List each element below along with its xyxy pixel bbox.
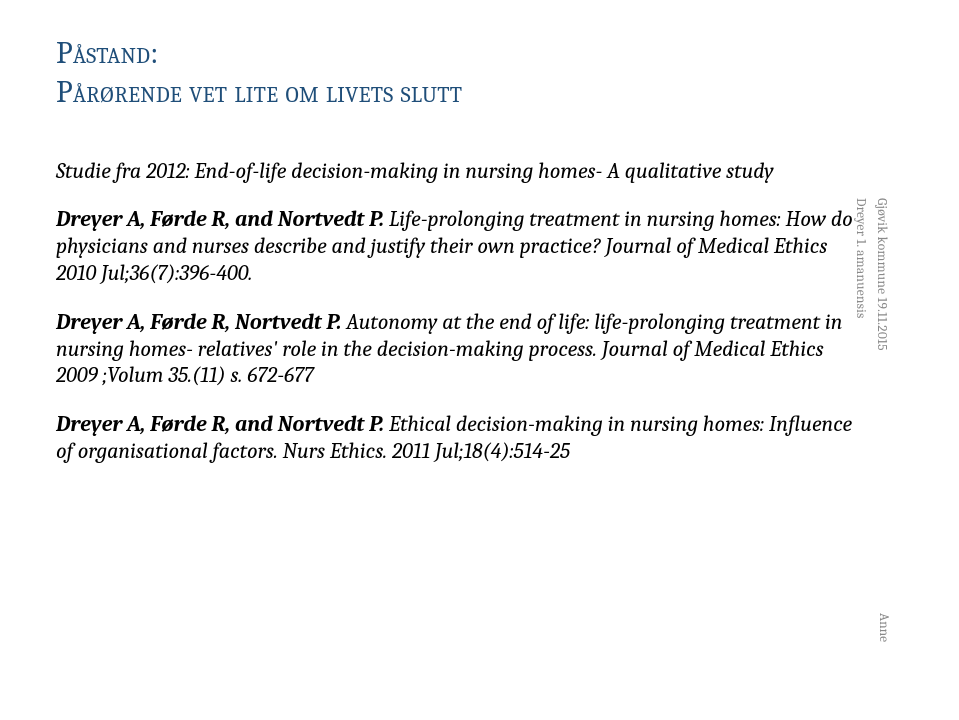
sidebar-footer: Anne bbox=[876, 613, 891, 642]
body-content: Studie fra 2012: End-of-life decision-ma… bbox=[56, 158, 868, 465]
title-line-1: Påstand: bbox=[56, 34, 903, 73]
ref-1-authors: Dreyer A, Førde R, and Nortvedt P. bbox=[56, 206, 384, 232]
title-text-1: Påstand: bbox=[56, 35, 159, 71]
slide: Påstand: Pårørende vet lite om livets sl… bbox=[0, 0, 959, 720]
reference-1: Dreyer A, Førde R, and Nortvedt P. Life-… bbox=[56, 206, 868, 286]
intro-block: Studie fra 2012: End-of-life decision-ma… bbox=[56, 158, 868, 185]
sidebar-line-2: Dreyer 1. amanuensis bbox=[849, 198, 870, 351]
ref-2-authors: Dreyer A, Førde R, Nortvedt P. bbox=[56, 309, 341, 335]
sidebar-footer-text: Anne bbox=[876, 613, 891, 642]
intro-text: Studie fra 2012: End-of-life decision-ma… bbox=[56, 158, 774, 184]
title-text-2: Pårørende vet lite om livets slutt bbox=[56, 74, 462, 110]
ref-3-authors: Dreyer A, Førde R, and Nortvedt P. bbox=[56, 411, 384, 437]
title-block: Påstand: Pårørende vet lite om livets sl… bbox=[56, 34, 903, 112]
title-line-2: Pårørende vet lite om livets slutt bbox=[56, 73, 903, 112]
reference-2: Dreyer A, Førde R, Nortvedt P. Autonomy … bbox=[56, 309, 868, 389]
sidebar-line-1: Gjøvik kommune 19.11.2015 bbox=[870, 198, 891, 351]
reference-3: Dreyer A, Førde R, and Nortvedt P. Ethic… bbox=[56, 411, 868, 465]
sidebar-metadata: Gjøvik kommune 19.11.2015 Dreyer 1. aman… bbox=[849, 198, 891, 351]
